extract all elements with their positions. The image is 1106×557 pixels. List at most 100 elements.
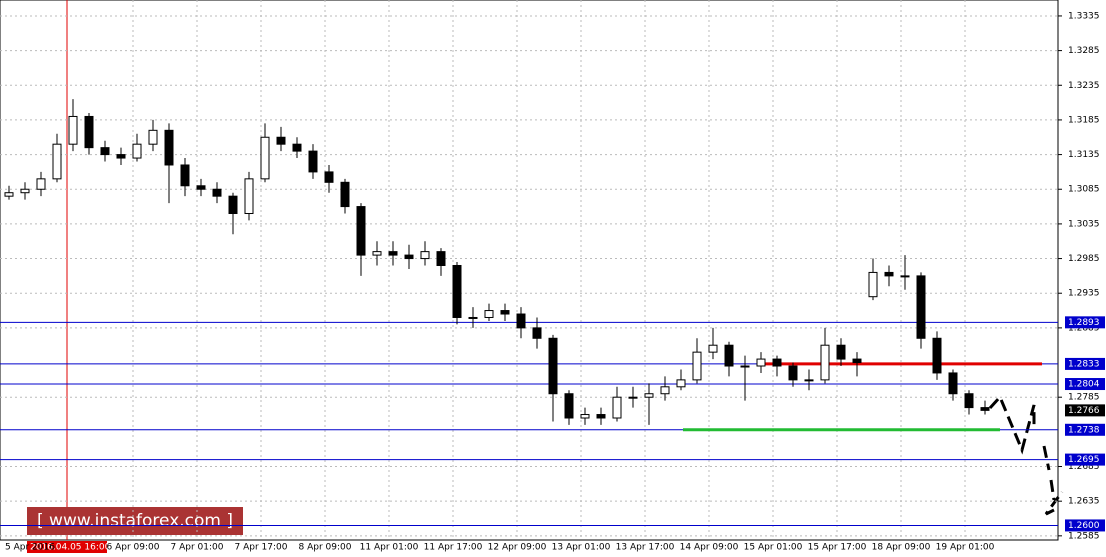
x-tick-label: 18 Apr 09:00 xyxy=(872,543,931,553)
candle-body xyxy=(52,143,62,180)
watermark-box xyxy=(27,507,243,535)
candle-body xyxy=(196,185,206,190)
candle-body xyxy=(244,178,254,215)
candle-body xyxy=(532,327,542,339)
candle-body xyxy=(788,365,798,381)
y-tick-label: 1.3335 xyxy=(1068,11,1100,21)
x-tick-label: 5 Apr 2016 xyxy=(5,543,55,553)
y-tick-label: 1.2685 xyxy=(1068,462,1100,472)
candle-body xyxy=(772,358,782,367)
candle-body xyxy=(164,129,174,166)
candle-body xyxy=(900,275,910,278)
candle-body xyxy=(980,407,990,411)
candle-body xyxy=(580,414,590,419)
marker-label-box xyxy=(27,541,107,553)
candle-body xyxy=(916,275,926,339)
x-tick-label: 7 Apr 01:00 xyxy=(171,543,224,553)
candle-body xyxy=(20,188,30,194)
candle-body xyxy=(116,154,126,159)
price-label: 1.2766 xyxy=(1068,406,1100,416)
x-tick-label: 6 Apr 09:00 xyxy=(107,543,160,553)
candle-body xyxy=(548,337,558,395)
level-label-box xyxy=(1065,519,1105,532)
y-tick-label: 1.2985 xyxy=(1068,254,1100,264)
candle-body xyxy=(804,379,814,382)
x-tick-label: 13 Apr 01:00 xyxy=(552,543,611,553)
candle-body xyxy=(932,337,942,374)
candle-body xyxy=(308,150,318,173)
x-tick-label: 8 Apr 09:00 xyxy=(299,543,352,553)
candle-body xyxy=(4,192,14,197)
candle-body xyxy=(292,143,302,152)
y-tick-label: 1.3185 xyxy=(1068,115,1100,125)
candle-body xyxy=(84,115,94,149)
x-tick-label: 15 Apr 01:00 xyxy=(744,543,803,553)
candle-body xyxy=(612,396,622,419)
candle-body xyxy=(148,129,158,145)
candle-body xyxy=(484,310,494,318)
candle-body xyxy=(36,178,46,190)
level-label-box xyxy=(1065,453,1105,466)
level-label-box xyxy=(1065,316,1105,329)
y-tick-label: 1.3235 xyxy=(1068,81,1100,91)
price-label-box xyxy=(1065,404,1105,417)
candle-body xyxy=(692,351,702,381)
candle-body xyxy=(132,143,142,159)
candle-body xyxy=(420,251,430,260)
y-tick-label: 1.2785 xyxy=(1068,393,1100,403)
candle-body xyxy=(212,188,222,197)
level-label-box xyxy=(1065,423,1105,436)
watermark: [ www.instaforex.com ] xyxy=(37,511,233,531)
candle-body xyxy=(228,195,238,215)
candle-body xyxy=(436,251,446,266)
x-tick-label: 7 Apr 17:00 xyxy=(235,543,288,553)
y-tick-label: 1.2885 xyxy=(1068,323,1100,333)
candle-body xyxy=(596,414,606,419)
x-tick-label: 11 Apr 17:00 xyxy=(424,543,483,553)
y-tick-label: 1.2935 xyxy=(1068,289,1100,299)
candle-body xyxy=(516,313,526,329)
level-label: 1.2695 xyxy=(1068,455,1100,465)
candle-body xyxy=(676,379,686,388)
candle-body xyxy=(340,181,350,208)
candle-body xyxy=(724,344,734,367)
candle-body xyxy=(948,372,958,395)
marker-label: 2016.04.05 16:00 xyxy=(30,543,111,553)
candle-body xyxy=(404,254,414,260)
candle-body xyxy=(276,136,286,145)
candle-body xyxy=(468,316,478,319)
candle-body xyxy=(180,164,190,187)
candle-body xyxy=(740,365,750,368)
level-label-box xyxy=(1065,378,1105,391)
x-tick-label: 19 Apr 01:00 xyxy=(936,543,995,553)
candle-body xyxy=(964,393,974,409)
x-tick-label: 12 Apr 09:00 xyxy=(488,543,547,553)
level-label-box xyxy=(1065,357,1105,370)
y-tick-label: 1.3085 xyxy=(1068,185,1100,195)
candle-body xyxy=(628,396,638,399)
x-tick-label: 11 Apr 01:00 xyxy=(360,543,419,553)
candle-body xyxy=(884,271,894,277)
candle-body xyxy=(324,171,334,183)
x-tick-label: 15 Apr 17:00 xyxy=(808,543,867,553)
candle-body xyxy=(708,344,718,353)
candle-body xyxy=(500,310,510,315)
candle-body xyxy=(868,271,878,298)
candle-body xyxy=(356,206,366,256)
y-tick-label: 1.2585 xyxy=(1068,531,1100,541)
candle-body xyxy=(68,115,78,145)
plot-frame xyxy=(0,0,1059,541)
level-label: 1.2738 xyxy=(1068,425,1100,435)
candle-body xyxy=(756,358,766,367)
x-tick-label: 14 Apr 09:00 xyxy=(680,543,739,553)
candle-body xyxy=(388,251,398,256)
candle-body xyxy=(852,358,862,364)
level-label: 1.2893 xyxy=(1068,318,1100,328)
candle-body xyxy=(836,344,846,360)
y-tick-label: 1.3035 xyxy=(1068,219,1100,229)
candle-body xyxy=(660,386,670,395)
y-tick-label: 1.2635 xyxy=(1068,497,1100,507)
candle-body xyxy=(372,251,382,256)
candle-body xyxy=(452,264,462,318)
